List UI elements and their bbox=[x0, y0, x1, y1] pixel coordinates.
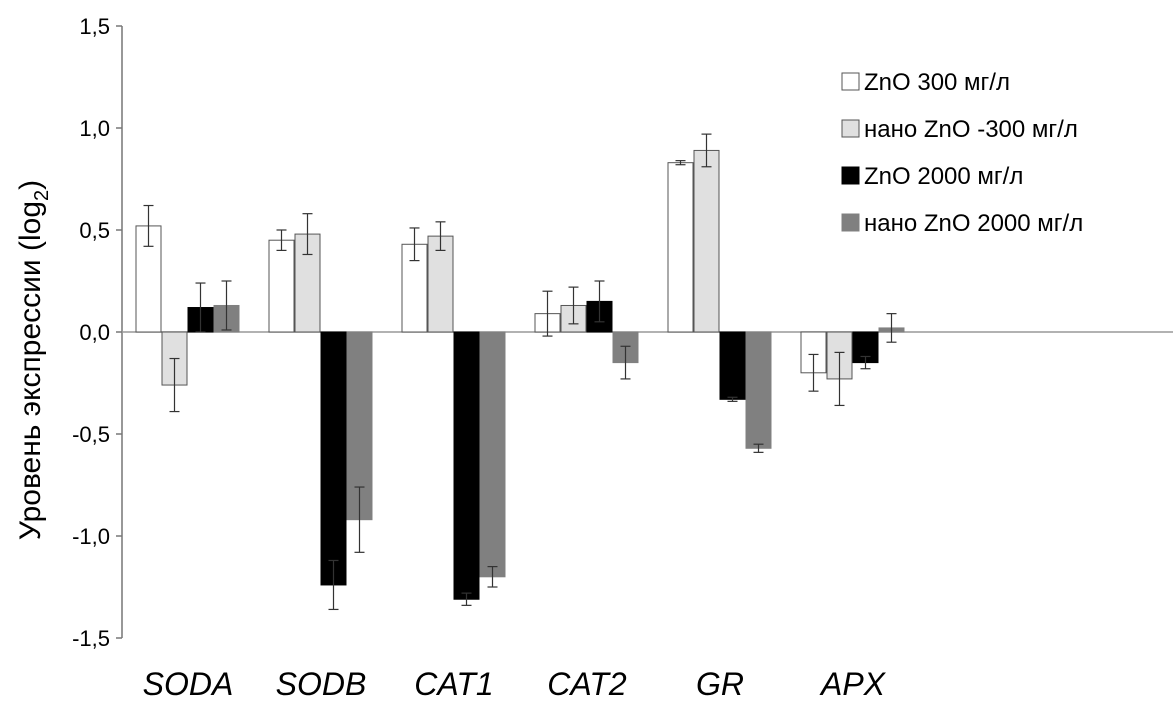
legend-label: ZnO 300 мг/л bbox=[864, 69, 1010, 96]
legend-swatch bbox=[841, 119, 860, 138]
bar-GR-3 bbox=[719, 331, 746, 400]
x-category-label: SODA bbox=[143, 666, 234, 701]
y-tick-label: 0,0 bbox=[79, 320, 110, 345]
legend-swatch bbox=[841, 166, 860, 185]
y-axis-title: Уровень экспрессии (log2) bbox=[14, 180, 53, 540]
bar-CAT1-2 bbox=[427, 235, 454, 333]
legend-swatch bbox=[841, 72, 860, 91]
legend-label: нано ZnO -300 мг/л bbox=[864, 116, 1078, 143]
x-category-label: CAT2 bbox=[547, 666, 627, 701]
legend: ZnO 300 мг/л нано ZnO -300 мг/л ZnO 2000 м… bbox=[841, 69, 1083, 237]
y-tick-label: -1,5 bbox=[72, 626, 110, 651]
y-tick-label: -0,5 bbox=[72, 422, 110, 447]
bars bbox=[135, 149, 905, 600]
y-tick-label: 1,5 bbox=[79, 14, 110, 39]
y-tick-label: 1,0 bbox=[79, 116, 110, 141]
y-tick-label: -1,0 bbox=[72, 524, 110, 549]
x-category-label: SODB bbox=[276, 666, 367, 701]
y-axis-title-main: Уровень экспрессии (log bbox=[14, 201, 47, 540]
x-category-labels: SODA SODB CAT1 CAT2 GR APX bbox=[143, 666, 887, 701]
x-category-label: GR bbox=[696, 666, 744, 701]
bar-GR-1 bbox=[667, 162, 694, 333]
error-bars bbox=[143, 133, 897, 611]
bar-CAT1-3 bbox=[453, 331, 480, 600]
bar-SODB-3 bbox=[320, 331, 347, 586]
legend-label: нано ZnO 2000 мг/л bbox=[864, 210, 1083, 237]
y-tick-labels: 1,5 1,0 0,5 0,0 -0,5 -1,0 -1,5 bbox=[72, 14, 110, 651]
bar-GR-4 bbox=[745, 331, 772, 449]
y-axis-title-subscript: 2 bbox=[31, 190, 53, 201]
legend-label: ZnO 2000 мг/л bbox=[864, 163, 1023, 190]
bar-CAT1-4 bbox=[479, 331, 506, 578]
y-axis-title-end: ) bbox=[14, 180, 47, 190]
x-category-label: CAT1 bbox=[414, 666, 493, 701]
x-category-label: APX bbox=[819, 666, 887, 701]
legend-swatch bbox=[841, 213, 860, 232]
bar-SODB-1 bbox=[268, 239, 295, 333]
bar-GR-2 bbox=[693, 149, 720, 333]
y-tick-label: 0,5 bbox=[79, 218, 110, 243]
